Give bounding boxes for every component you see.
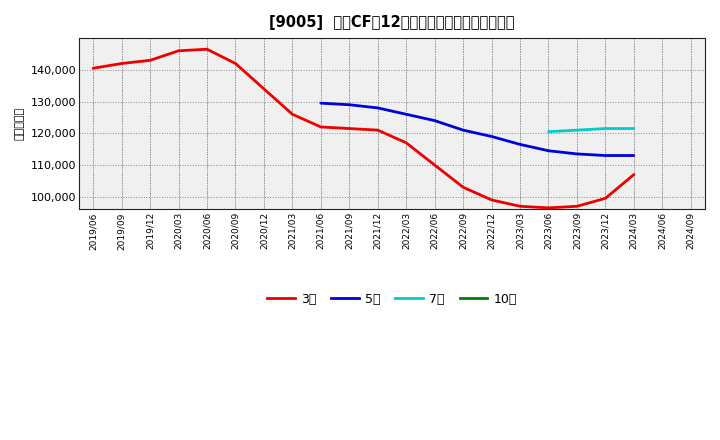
Line: 3年: 3年 bbox=[93, 49, 634, 208]
7年 bbox=[629, 126, 638, 131]
Line: 5年: 5年 bbox=[321, 103, 634, 155]
3年 bbox=[345, 126, 354, 131]
3年 bbox=[203, 47, 212, 52]
3年 bbox=[145, 58, 154, 63]
3年 bbox=[231, 61, 240, 66]
5年 bbox=[431, 118, 439, 123]
3年 bbox=[572, 204, 581, 209]
7年 bbox=[544, 129, 553, 134]
5年 bbox=[516, 142, 524, 147]
7年 bbox=[601, 126, 610, 131]
Y-axis label: （百万円）: （百万円） bbox=[15, 107, 25, 140]
Legend: 3年, 5年, 7年, 10年: 3年, 5年, 7年, 10年 bbox=[262, 288, 522, 311]
5年 bbox=[544, 148, 553, 154]
3年 bbox=[629, 172, 638, 177]
7年 bbox=[572, 128, 581, 133]
5年 bbox=[402, 112, 410, 117]
Title: [9005]  営業CFの12か月移動合計の平均値の推移: [9005] 営業CFの12か月移動合計の平均値の推移 bbox=[269, 15, 515, 30]
5年 bbox=[345, 102, 354, 107]
3年 bbox=[117, 61, 126, 66]
3年 bbox=[174, 48, 183, 53]
5年 bbox=[374, 105, 382, 110]
Line: 7年: 7年 bbox=[549, 128, 634, 132]
5年 bbox=[601, 153, 610, 158]
3年 bbox=[601, 196, 610, 201]
5年 bbox=[487, 134, 496, 139]
3年 bbox=[516, 204, 524, 209]
3年 bbox=[288, 112, 297, 117]
3年 bbox=[544, 205, 553, 210]
5年 bbox=[459, 128, 467, 133]
3年 bbox=[431, 162, 439, 168]
3年 bbox=[402, 140, 410, 146]
3年 bbox=[317, 125, 325, 130]
5年 bbox=[317, 100, 325, 106]
3年 bbox=[459, 185, 467, 190]
3年 bbox=[374, 128, 382, 133]
5年 bbox=[572, 151, 581, 157]
3年 bbox=[260, 86, 269, 92]
5年 bbox=[629, 153, 638, 158]
3年 bbox=[89, 66, 97, 71]
3年 bbox=[487, 197, 496, 202]
